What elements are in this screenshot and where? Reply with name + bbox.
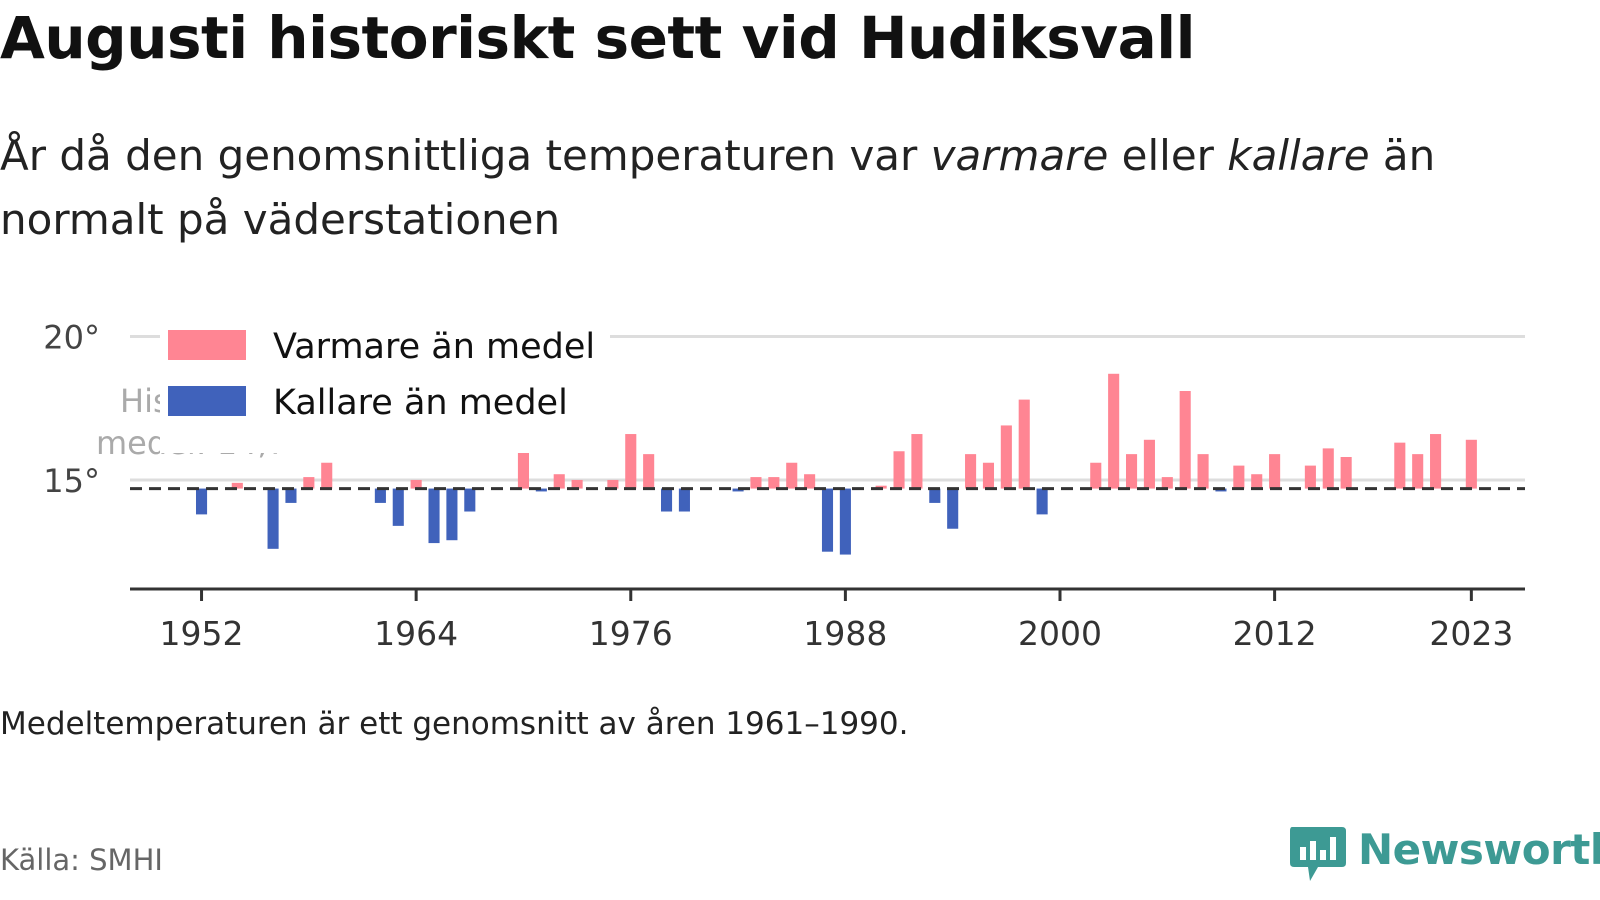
bar-1972 bbox=[553, 474, 565, 489]
bar-1971 bbox=[535, 488, 547, 492]
y-tick-label: 15° bbox=[43, 462, 100, 500]
bar-2008 bbox=[1197, 454, 1209, 489]
bar-1957 bbox=[285, 488, 297, 503]
subtitle-text-2: eller bbox=[1108, 131, 1228, 180]
subtitle-cold-word: kallare bbox=[1227, 131, 1370, 180]
brand-name: Newsworthy bbox=[1358, 825, 1600, 874]
x-tick-label-2000: 2000 bbox=[1018, 614, 1102, 653]
bar-1952 bbox=[195, 488, 208, 515]
bar-1973 bbox=[571, 479, 583, 489]
bar-2014 bbox=[1304, 465, 1316, 489]
footnote: Medeltemperaturen är ett genomsnitt av å… bbox=[0, 706, 909, 742]
bar-1985 bbox=[786, 462, 798, 489]
bar-2019 bbox=[1394, 442, 1406, 489]
bar-1991 bbox=[893, 451, 905, 489]
subtitle-warm-word: varmare bbox=[930, 131, 1109, 180]
bar-1996 bbox=[982, 462, 995, 489]
bar-1998 bbox=[1018, 399, 1030, 489]
bar-2012 bbox=[1269, 454, 1281, 489]
legend-label-cold: Kallare än medel bbox=[273, 383, 568, 423]
bar-2002 bbox=[1090, 462, 1102, 489]
bar-1965 bbox=[428, 488, 440, 544]
bar-1993 bbox=[929, 488, 941, 503]
bar-1966 bbox=[446, 488, 458, 541]
newsworthy-logo: Newsworthy bbox=[1288, 825, 1600, 885]
bar-1977 bbox=[643, 454, 655, 489]
x-tick-label-1988: 1988 bbox=[803, 614, 887, 653]
bar-1964 bbox=[410, 479, 422, 489]
bar-2023 bbox=[1465, 439, 1477, 489]
legend-label-warm: Varmare än medel bbox=[273, 327, 595, 367]
x-tick-label-2012: 2012 bbox=[1233, 614, 1317, 653]
bar-2003 bbox=[1108, 373, 1120, 489]
bar-2016 bbox=[1340, 457, 1352, 489]
bar-1988 bbox=[839, 488, 851, 555]
bar-1987 bbox=[821, 488, 834, 552]
temperature-bar-chart: 15°20°Historiskt medelmedel: 14,7°195219… bbox=[43, 318, 1525, 653]
bar-1997 bbox=[1000, 425, 1012, 489]
bar-2021 bbox=[1430, 434, 1442, 489]
bar-1978 bbox=[660, 488, 673, 512]
bar-2010 bbox=[1233, 465, 1245, 489]
bar-1984 bbox=[768, 477, 780, 489]
bar-2007 bbox=[1179, 391, 1191, 489]
bar-1995 bbox=[965, 454, 977, 489]
bar-1962 bbox=[374, 488, 386, 503]
subtitle-text-3: än normalt på väderstationen bbox=[0, 131, 1436, 244]
chart-subtitle: År då den genomsnittliga temperaturen va… bbox=[0, 124, 1580, 252]
bar-1999 bbox=[1036, 488, 1048, 515]
bar-1979 bbox=[678, 488, 690, 512]
bar-1959 bbox=[321, 462, 333, 489]
x-tick-label-1952: 1952 bbox=[160, 614, 244, 653]
x-tick-label-2023: 2023 bbox=[1429, 614, 1513, 653]
bar-1994 bbox=[947, 488, 959, 529]
bar-1954 bbox=[231, 482, 243, 489]
y-tick-label: 20° bbox=[43, 318, 100, 356]
legend-swatch-cold bbox=[168, 386, 246, 416]
bar-1975 bbox=[607, 479, 619, 489]
source-credit: Källa: SMHI bbox=[0, 843, 163, 877]
bar-2005 bbox=[1143, 439, 1155, 489]
bar-1970 bbox=[517, 448, 530, 489]
bar-1992 bbox=[911, 434, 923, 489]
bar-1963 bbox=[392, 488, 404, 526]
newsworthy-logo-icon bbox=[1290, 827, 1346, 881]
bar-2015 bbox=[1322, 448, 1334, 489]
x-tick-label-1976: 1976 bbox=[589, 614, 673, 653]
bar-2020 bbox=[1412, 454, 1424, 489]
bar-2004 bbox=[1125, 454, 1138, 489]
bar-1956 bbox=[267, 488, 279, 549]
bar-2011 bbox=[1251, 474, 1263, 489]
chart-title: Augusti historiskt sett vid Hudiksvall bbox=[0, 4, 1196, 72]
bar-1958 bbox=[303, 477, 315, 489]
bar-1983 bbox=[750, 477, 762, 489]
subtitle-text-1: År då den genomsnittliga temperaturen va… bbox=[0, 131, 931, 180]
bar-2006 bbox=[1161, 477, 1173, 489]
legend-swatch-warm bbox=[168, 330, 246, 360]
x-tick-label-1964: 1964 bbox=[374, 614, 458, 653]
bar-1986 bbox=[804, 474, 816, 489]
bar-1976 bbox=[625, 434, 637, 489]
bar-1967 bbox=[464, 488, 476, 512]
